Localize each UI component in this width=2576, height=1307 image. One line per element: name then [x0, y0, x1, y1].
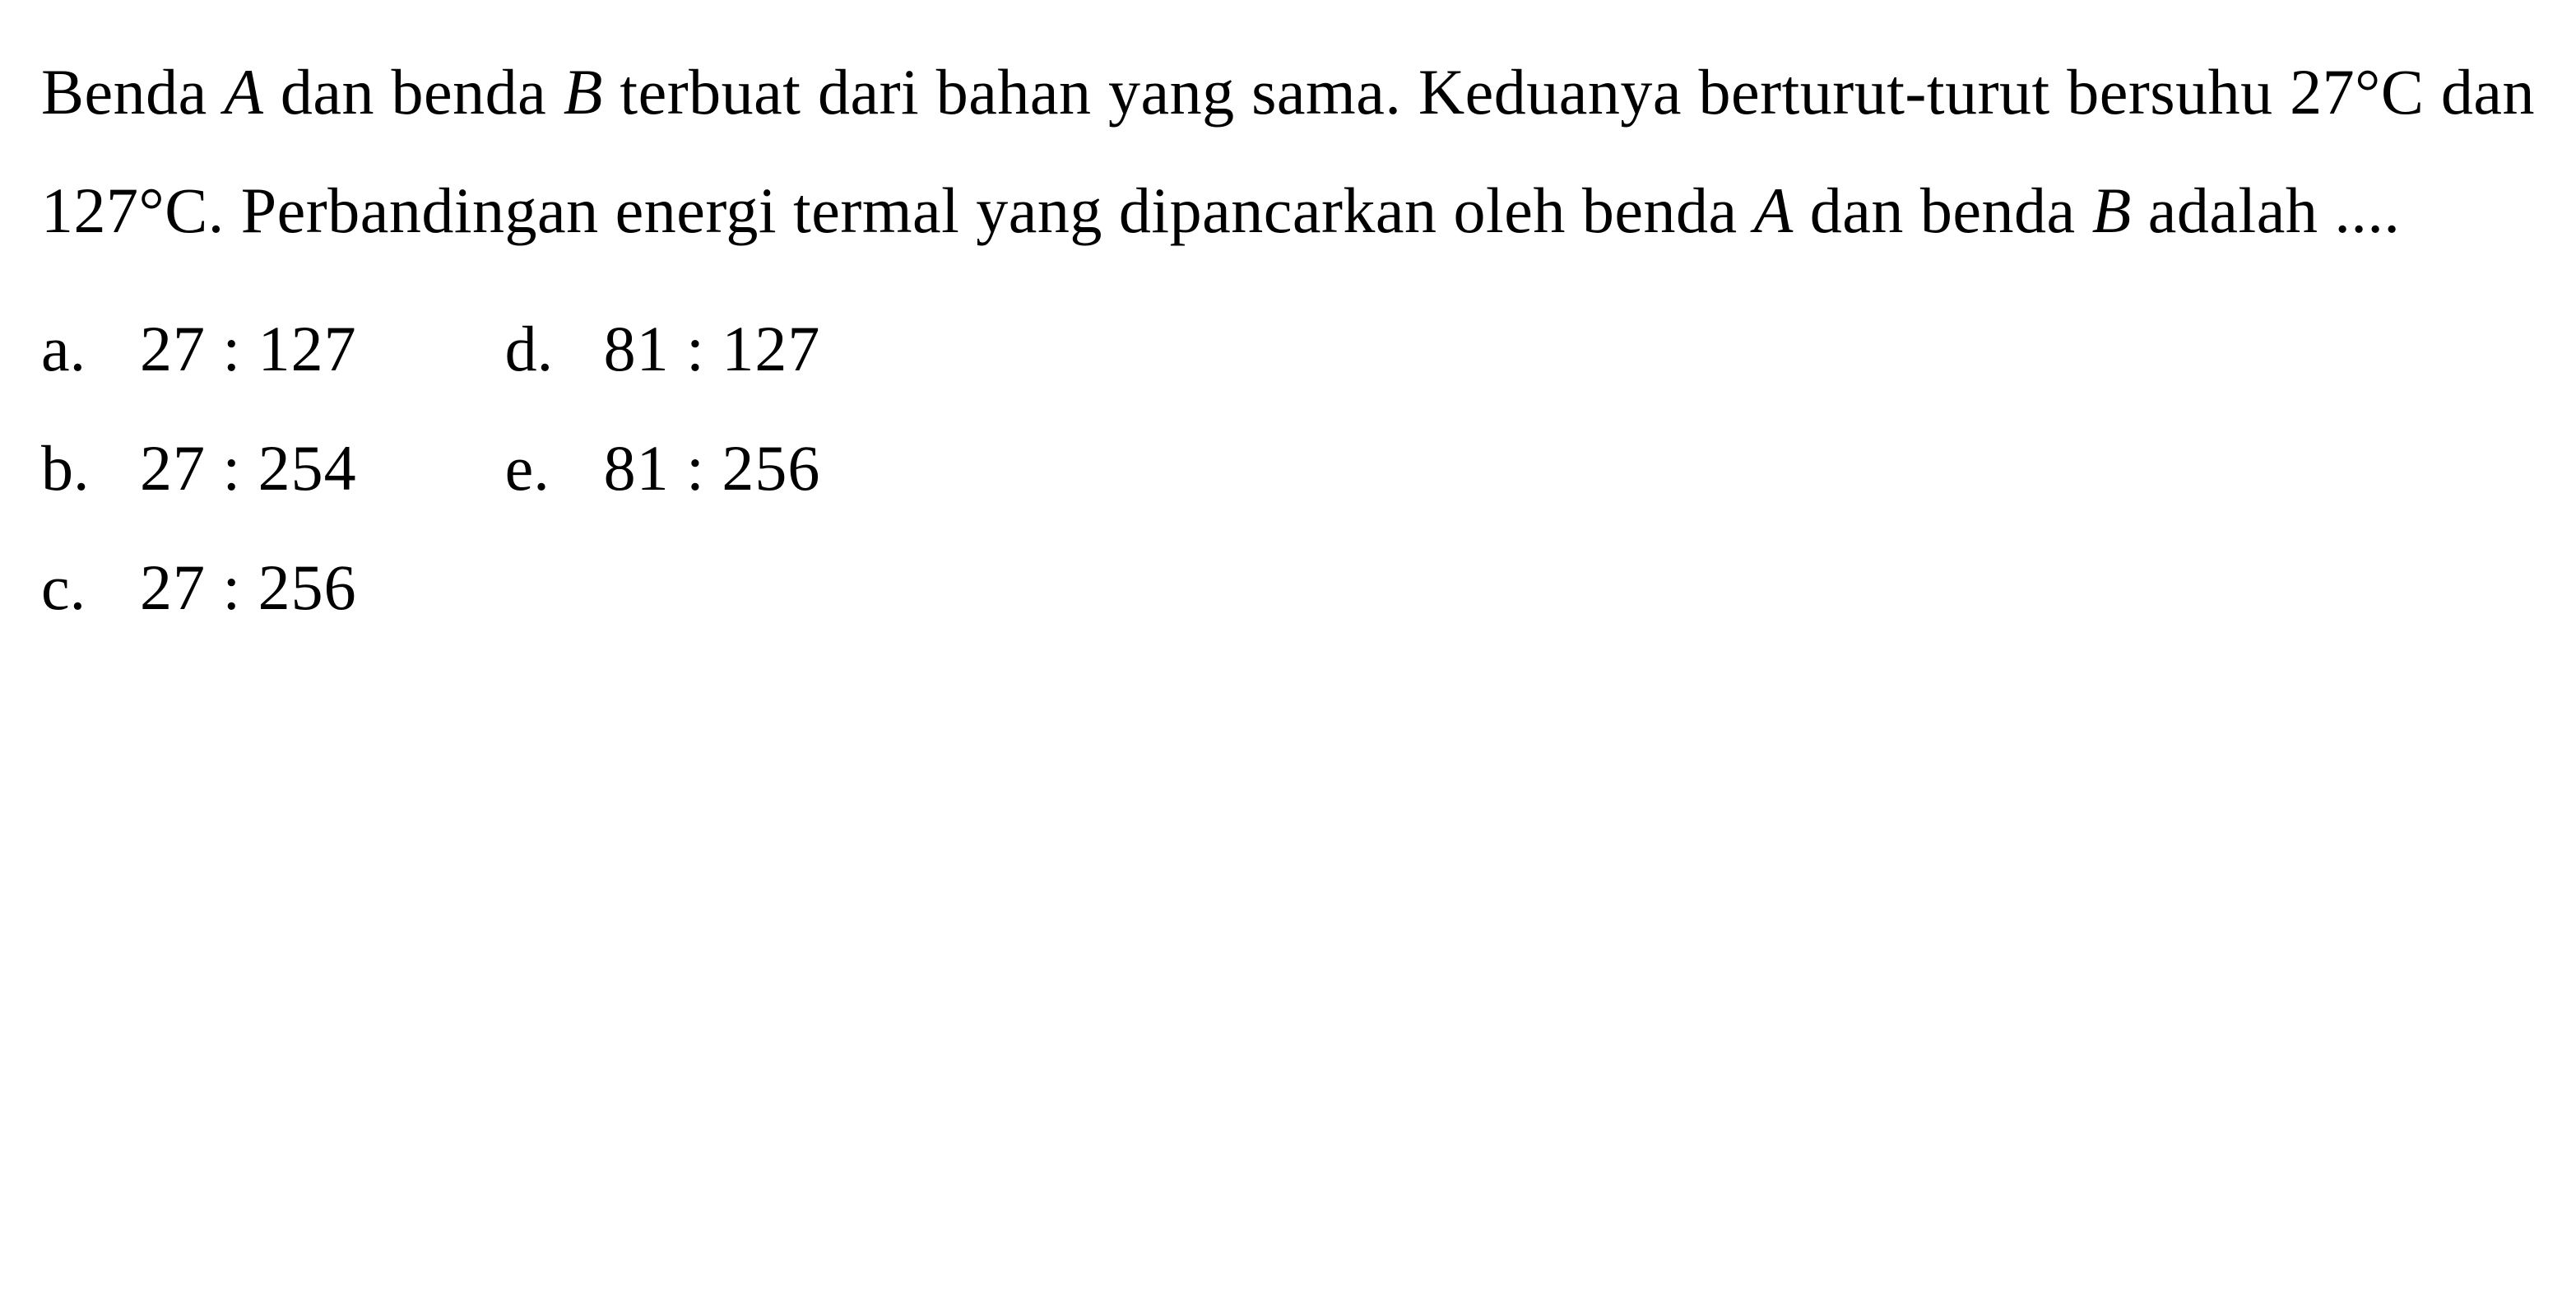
option-letter: b. — [41, 431, 140, 505]
option-value: 81 : 256 — [604, 431, 821, 505]
option-value: 27 : 256 — [140, 551, 357, 625]
option-d: d. 81 : 127 — [505, 312, 821, 386]
question-var-a2: A — [1754, 174, 1794, 246]
option-value: 27 : 254 — [140, 431, 357, 505]
option-letter: d. — [505, 312, 604, 386]
option-b: b. 27 : 254 — [41, 431, 357, 505]
question-part5: adalah .... — [2132, 174, 2401, 246]
options-container: a. 27 : 127 b. 27 : 254 c. 27 : 256 d. 8… — [41, 312, 2535, 625]
question-text: Benda A dan benda B terbuat dari bahan y… — [41, 33, 2535, 271]
option-letter: a. — [41, 312, 140, 386]
option-letter: c. — [41, 551, 140, 625]
question-var-b1: B — [564, 56, 603, 128]
question-part1: Benda — [41, 56, 224, 128]
question-part4: dan benda — [1794, 174, 2092, 246]
question-part2: dan benda — [263, 56, 563, 128]
option-letter: e. — [505, 431, 604, 505]
option-value: 27 : 127 — [140, 312, 357, 386]
option-e: e. 81 : 256 — [505, 431, 821, 505]
question-var-a1: A — [224, 56, 263, 128]
option-a: a. 27 : 127 — [41, 312, 357, 386]
options-column-left: a. 27 : 127 b. 27 : 254 c. 27 : 256 — [41, 312, 357, 625]
question-var-b2: B — [2092, 174, 2132, 246]
options-column-right: d. 81 : 127 e. 81 : 256 — [505, 312, 821, 625]
option-c: c. 27 : 256 — [41, 551, 357, 625]
option-value: 81 : 127 — [604, 312, 821, 386]
